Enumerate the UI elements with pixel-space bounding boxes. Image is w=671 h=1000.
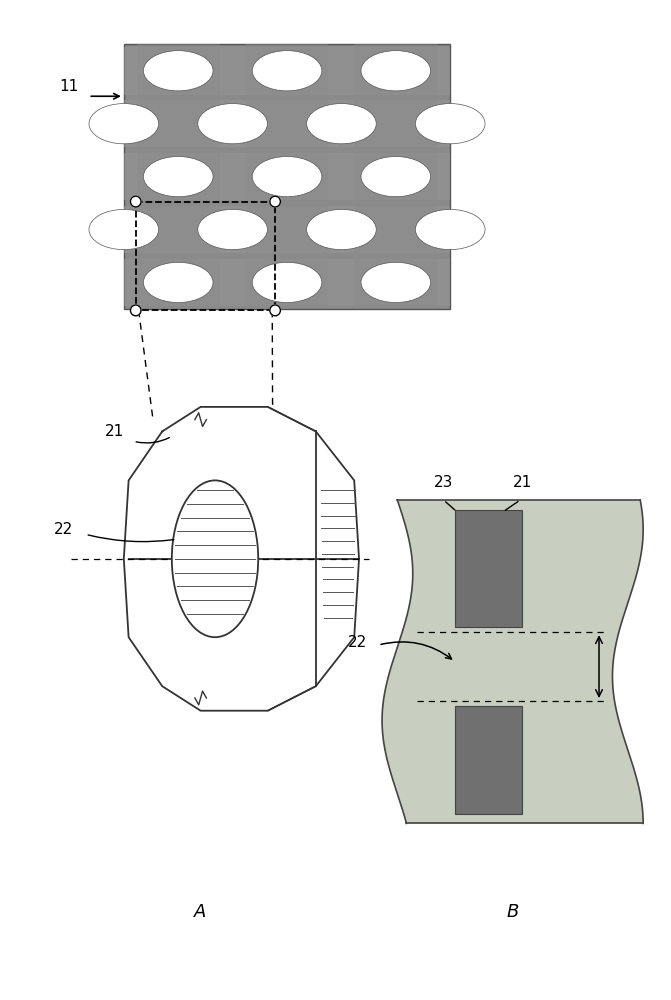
Polygon shape [382, 500, 643, 823]
Ellipse shape [307, 209, 376, 250]
Ellipse shape [252, 156, 322, 197]
Ellipse shape [198, 104, 268, 144]
Ellipse shape [415, 209, 485, 250]
Text: 23: 23 [434, 475, 453, 490]
Ellipse shape [252, 262, 322, 303]
Ellipse shape [89, 104, 158, 144]
Ellipse shape [89, 209, 158, 250]
Text: 21: 21 [513, 475, 532, 490]
Ellipse shape [252, 51, 322, 91]
Circle shape [270, 196, 280, 207]
Ellipse shape [172, 480, 258, 637]
Circle shape [130, 196, 141, 207]
Bar [124, 47, 450, 95]
Text: 11: 11 [60, 79, 79, 94]
Bar [124, 206, 450, 253]
Ellipse shape [144, 156, 213, 197]
Bar [124, 44, 450, 309]
Circle shape [130, 305, 141, 316]
Bar [124, 259, 450, 306]
Bar [246, 44, 328, 309]
Bar [137, 44, 219, 309]
Ellipse shape [361, 262, 431, 303]
Circle shape [270, 305, 280, 316]
Text: 21: 21 [105, 424, 124, 439]
Bar [455, 706, 522, 814]
Text: 22: 22 [54, 522, 73, 537]
Text: 22: 22 [348, 635, 366, 650]
Text: B: B [507, 903, 519, 921]
Ellipse shape [144, 262, 213, 303]
Text: A: A [195, 903, 207, 921]
Ellipse shape [144, 51, 213, 91]
Ellipse shape [307, 104, 376, 144]
Bar [136, 202, 275, 310]
Bar [124, 100, 450, 147]
Ellipse shape [415, 104, 485, 144]
Polygon shape [124, 407, 359, 711]
Bar [455, 510, 522, 627]
Bar [124, 153, 450, 200]
Ellipse shape [361, 156, 431, 197]
Ellipse shape [198, 209, 268, 250]
Ellipse shape [361, 51, 431, 91]
Bar [354, 44, 437, 309]
